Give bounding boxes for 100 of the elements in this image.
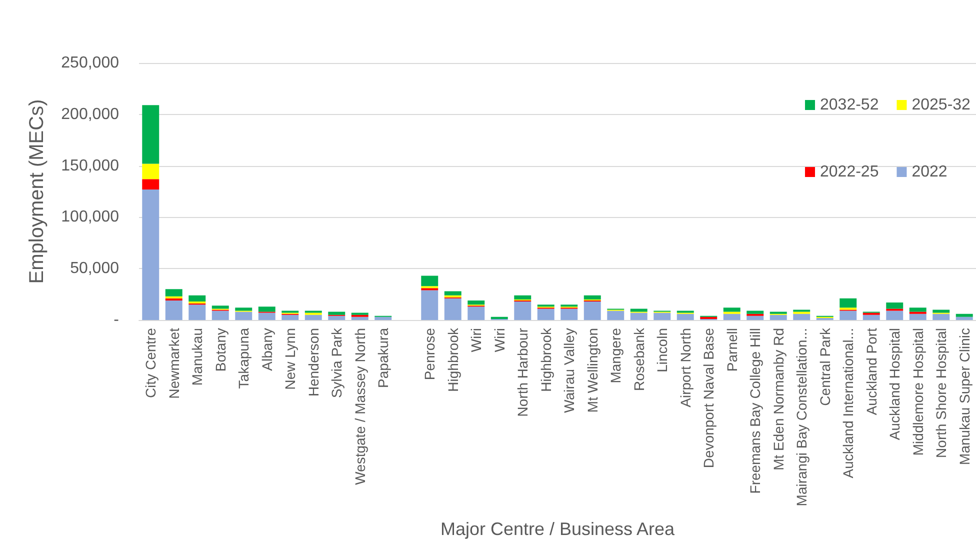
x-tick-label: Wiri — [468, 328, 484, 352]
bar — [188, 304, 206, 320]
bar — [746, 310, 764, 314]
bar — [351, 316, 368, 320]
x-tick-label: Westgate / Massey North — [352, 328, 368, 485]
bar — [212, 310, 229, 320]
x-tick-label: Auckland Hospital — [886, 328, 903, 440]
bar — [444, 291, 462, 296]
y-tick-label: 50,000 — [70, 260, 120, 278]
bar — [188, 301, 206, 304]
x-tick-label: Papakura — [375, 328, 392, 388]
bar — [258, 312, 276, 320]
bar — [770, 314, 787, 320]
x-tick-label: Highbrook — [444, 327, 461, 392]
x-tick-label: Central Park — [816, 327, 833, 406]
x-tick-label: Freemans Bay College Hill — [747, 328, 764, 494]
bar — [304, 314, 322, 320]
bar — [212, 306, 229, 309]
bar — [142, 105, 160, 164]
x-tick-label: Mangere — [608, 328, 624, 384]
bar — [560, 308, 578, 320]
bar — [421, 290, 438, 320]
x-tick-label: Auckland Port — [863, 328, 880, 416]
bar — [258, 306, 276, 312]
x-tick-label: Manukau Super Clinic — [956, 328, 972, 465]
y-axis-title: Employment (MECs) — [26, 99, 48, 284]
legend-label: 2032-52 — [820, 96, 879, 114]
bar — [676, 314, 694, 320]
bar — [188, 295, 206, 302]
x-tick-label: Wairau Valley — [561, 328, 578, 413]
x-tick-label: Devonport Naval Base — [700, 328, 717, 468]
bar — [235, 308, 252, 311]
bar — [723, 314, 740, 320]
bar — [840, 310, 857, 320]
bar — [654, 312, 671, 320]
bar — [956, 316, 973, 320]
bar — [909, 314, 926, 320]
x-tick-label: Parnell — [724, 328, 740, 372]
legend-label: 2022-25 — [820, 164, 879, 180]
bar — [328, 312, 346, 315]
bar — [630, 308, 648, 312]
y-tick-label: 250,000 — [61, 54, 120, 72]
bar — [862, 314, 880, 320]
legend-label: 2025-32 — [912, 96, 971, 114]
bar — [514, 301, 532, 320]
x-tick-label: Rosebank — [630, 327, 647, 392]
x-tick-label: Auckland International... — [840, 328, 856, 478]
x-tick-label: Takapuna — [236, 328, 252, 389]
bar — [584, 301, 601, 320]
x-tick-label: North Harbour — [514, 328, 531, 417]
x-tick-label: Sylvia Park — [328, 327, 345, 398]
y-tick-label: 100,000 — [61, 208, 120, 226]
bar — [793, 314, 810, 320]
bar — [514, 295, 532, 300]
bar — [584, 295, 601, 300]
bar — [630, 312, 648, 320]
bar — [444, 298, 462, 320]
y-tick-label: 150,000 — [61, 157, 120, 174]
x-tick-label: Highbrook — [538, 327, 554, 392]
bar — [468, 300, 485, 305]
bar — [142, 189, 160, 320]
x-tick-label: Manukau — [189, 328, 206, 386]
bar — [537, 308, 554, 320]
bar — [468, 306, 485, 320]
bar — [165, 300, 182, 320]
y-tick-label: - — [114, 312, 119, 328]
bar — [421, 276, 438, 286]
x-tick-label: Henderson — [305, 328, 322, 396]
x-tick-label: North Shore Hospital — [933, 328, 950, 458]
x-tick-label: City Centre — [142, 328, 159, 398]
bar — [282, 314, 299, 320]
bar — [932, 310, 950, 313]
x-tick-label: Mt Wellington — [584, 328, 600, 413]
y-tick-label: 200,000 — [61, 106, 120, 123]
bar — [723, 308, 740, 312]
bar — [142, 164, 160, 180]
bar — [142, 179, 160, 190]
x-tick-label: Botany — [212, 328, 228, 372]
bar — [840, 298, 857, 308]
bar — [165, 289, 182, 296]
legend-label: 2022 — [912, 164, 948, 180]
x-tick-label: Airport North — [677, 328, 694, 408]
x-tick-label: Mt Eden Normanby Rd — [770, 328, 786, 470]
x-tick-label: New Lynn — [282, 328, 298, 390]
x-tick-label: Albany — [258, 328, 275, 371]
bar — [932, 314, 950, 320]
x-axis-title: Major Centre / Business Area — [440, 519, 676, 539]
bar — [374, 316, 392, 320]
x-tick-label: Newmarket — [166, 328, 182, 399]
bar — [746, 316, 764, 320]
bar — [909, 308, 926, 312]
bar — [328, 316, 346, 320]
x-tick-label: Penrose — [422, 328, 438, 380]
bar — [886, 310, 904, 320]
bar — [235, 312, 252, 320]
x-tick-label: Wiri — [491, 328, 508, 352]
x-tick-label: Lincoln — [654, 328, 670, 372]
x-tick-label: Mairangi Bay Constellation... — [794, 328, 810, 506]
bar — [607, 310, 624, 320]
bar — [886, 302, 904, 309]
